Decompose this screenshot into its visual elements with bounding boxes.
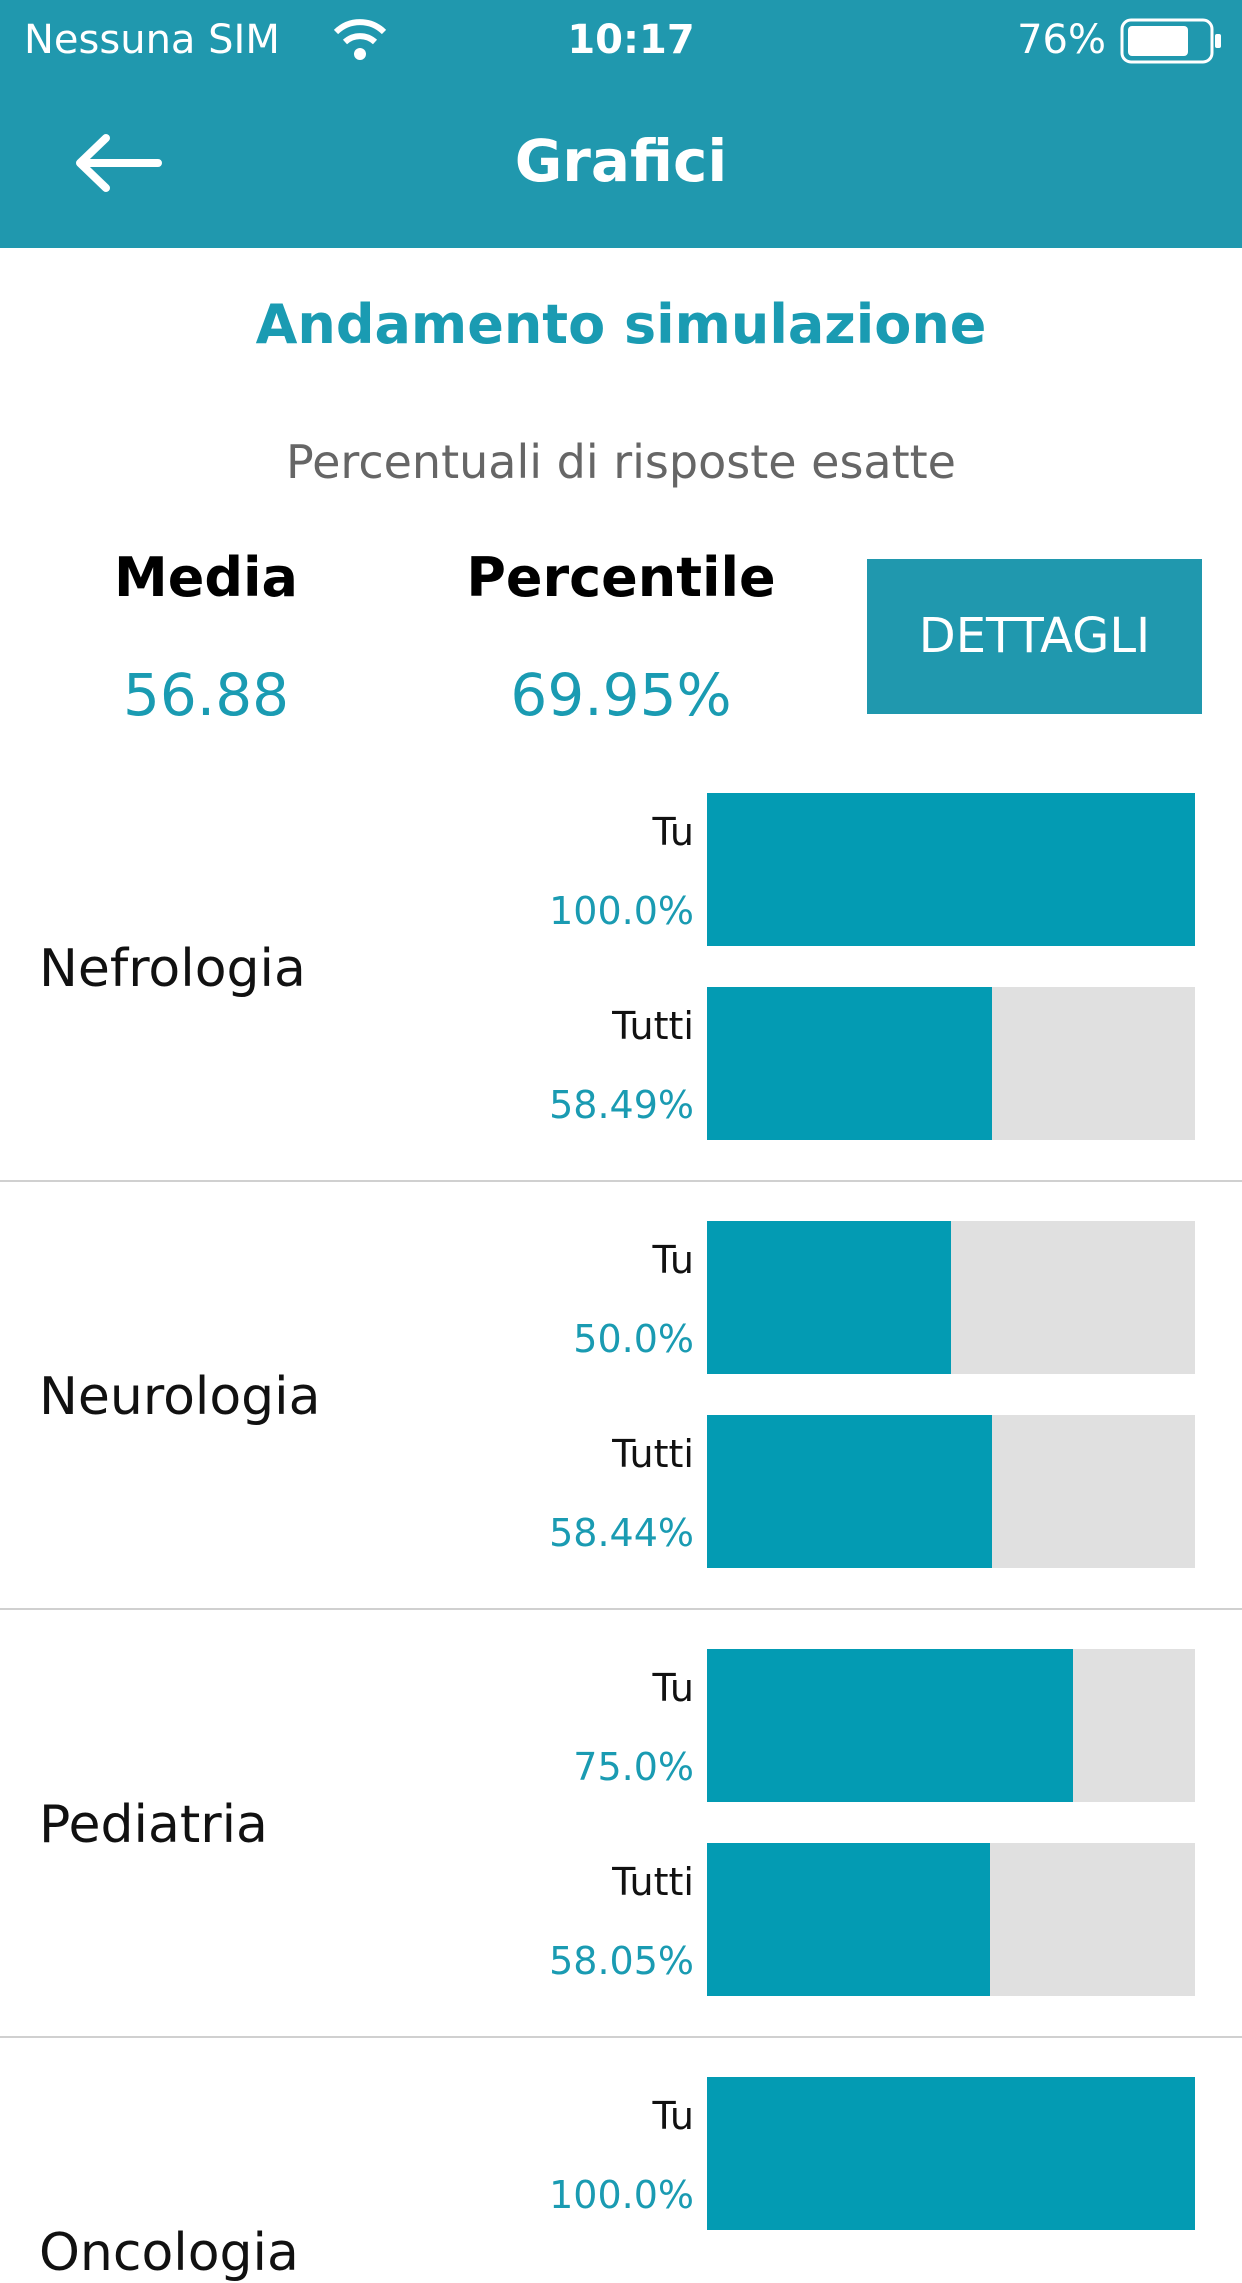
category-name: Pediatria	[39, 1795, 268, 1855]
value-label: 50.0%	[573, 1317, 694, 1361]
stat-value: 56.88	[122, 661, 290, 729]
subtitle: Percentuali di risposte esatte	[286, 435, 956, 489]
bar-label: Tutti	[612, 1860, 694, 1904]
value-label: 58.05%	[549, 1939, 694, 1983]
battery-icon	[1120, 18, 1221, 64]
app-bar	[0, 0, 1242, 248]
stat-value: 69.95%	[510, 661, 732, 729]
screen-title: Grafici	[514, 127, 728, 195]
category-name: Oncologia	[39, 2223, 299, 2283]
bar-label: Tu	[652, 1238, 694, 1282]
bar-label: Tutti	[612, 1004, 694, 1048]
details-button[interactable]: DETTAGLI	[867, 559, 1202, 714]
category-name: Nefrologia	[39, 939, 306, 999]
time: 10:17	[567, 17, 695, 63]
value-label: 75.0%	[573, 1745, 694, 1789]
bar-label: Tu	[652, 810, 694, 854]
bar-label: Tu	[652, 1666, 694, 1710]
stat-label: Media	[114, 546, 298, 609]
bar	[707, 793, 1195, 946]
bar	[707, 1221, 951, 1374]
bar-label: Tu	[652, 2094, 694, 2138]
value-label: 100.0%	[549, 889, 694, 933]
stat-label: Percentile	[466, 546, 776, 609]
divider	[0, 1180, 1242, 1182]
carrier: Nessuna SIM	[24, 17, 280, 63]
category-name: Neurologia	[39, 1367, 321, 1427]
divider	[0, 2036, 1242, 2038]
bar	[707, 2077, 1195, 2230]
bar	[707, 1415, 993, 1568]
divider	[0, 1608, 1242, 1610]
section-title: Andamento simulazione	[255, 293, 987, 356]
wifi-icon	[333, 19, 387, 60]
battery-text: 76%	[1017, 17, 1106, 63]
value-label: 58.44%	[549, 1511, 694, 1555]
value-label: 58.49%	[549, 1083, 694, 1127]
bar	[707, 1649, 1073, 1802]
bar	[707, 987, 993, 1140]
bar-label: Tutti	[612, 1432, 694, 1476]
bar	[707, 1843, 991, 1996]
value-label: 100.0%	[549, 2173, 694, 2217]
back-button[interactable]	[74, 132, 164, 194]
